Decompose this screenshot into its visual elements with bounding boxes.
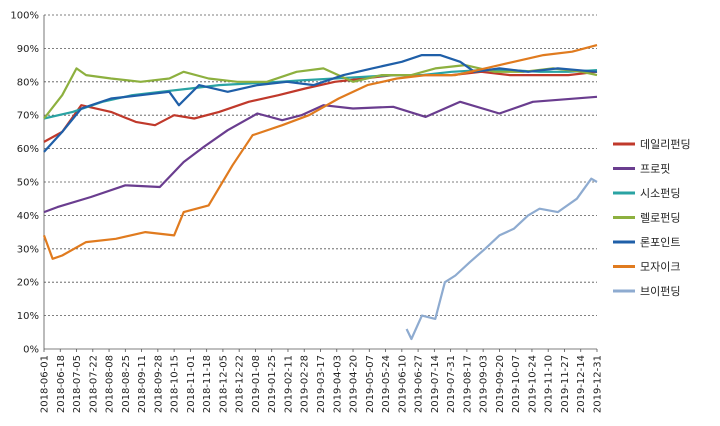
x-tick-label: 2019-10-24: [527, 355, 538, 413]
y-tick-label: 70%: [17, 111, 39, 122]
x-tick-label: 2019-02-28: [300, 355, 311, 413]
y-tick-label: 30%: [17, 244, 39, 255]
x-tick-label: 2019-02-11: [283, 355, 294, 413]
x-tick-label: 2019-04-03: [332, 355, 343, 413]
legend-label: 론포인트: [640, 236, 680, 249]
x-tick-label: 2019-11-27: [560, 355, 571, 413]
x-tick-label: 2018-09-11: [137, 355, 148, 413]
series-line-3: [43, 63, 598, 120]
x-tick-label: 2019-06-27: [414, 355, 425, 413]
y-tick-label: 100%: [10, 11, 39, 22]
x-tick-label: 2019-12-14: [576, 355, 587, 413]
series-line-1: [43, 95, 598, 214]
x-tick-label: 2018-07-05: [72, 355, 83, 413]
legend-label: 데일리펀딩: [640, 137, 691, 151]
x-tick-label: 2018-11-01: [186, 355, 197, 413]
x-tick-label: 2019-05-24: [381, 355, 392, 413]
x-tick-label: 2019-12-31: [593, 355, 604, 413]
legend-label: 시소펀딩: [640, 187, 680, 200]
x-tick-label: 2019-11-10: [544, 355, 555, 413]
x-tick-label: 2019-07-14: [430, 355, 441, 413]
x-tick-label: 2019-03-17: [316, 355, 327, 413]
y-tick-label: 10%: [17, 311, 39, 322]
x-tick-label: 2019-08-17: [462, 355, 473, 413]
x-tick-label: 2018-08-25: [121, 355, 132, 413]
series-line-5: [42, 44, 598, 260]
x-tick-label: 2018-08-08: [105, 355, 116, 413]
y-tick-label: 20%: [17, 278, 39, 289]
x-tick-label: 2019-05-07: [365, 355, 376, 413]
x-tick-label: 2018-12-22: [235, 355, 246, 413]
x-tick-label: 2019-04-20: [349, 355, 360, 413]
legend-label: 브이펀딩: [640, 285, 680, 298]
legend-label: 모자이크: [640, 261, 680, 274]
x-tick-label: 2018-07-22: [88, 355, 99, 413]
x-tick-label: 2019-09-20: [495, 355, 506, 413]
y-tick-label: 40%: [17, 211, 39, 222]
x-tick-label: 2018-09-28: [153, 355, 164, 413]
axes: 0% 10% 20% 30% 40% 50% 60% 70% 80% 90% 100% 2018-06…: [10, 11, 603, 414]
x-tick-label: 2019-07-31: [446, 355, 457, 413]
x-tick-label: 2019-09-03: [479, 355, 490, 413]
series-line-0: [43, 70, 598, 143]
y-tick-label: 50%: [17, 178, 39, 189]
y-tick-label: 0%: [23, 345, 39, 356]
y-tick-label: 80%: [17, 77, 39, 88]
x-tick-label: 2018-10-15: [170, 355, 181, 413]
y-tick-label: 60%: [17, 144, 39, 155]
x-tick-label: 2019-01-25: [267, 355, 278, 413]
x-tick-label: 2019-10-07: [511, 355, 522, 413]
series-lines: [42, 44, 598, 341]
series-line-6: [405, 177, 598, 341]
x-tick-label: 2019-06-10: [397, 355, 408, 413]
x-tick-label: 2018-12-05: [218, 355, 229, 413]
legend-label: 렐로펀딩: [640, 212, 680, 225]
x-tick-label: 2018-11-18: [202, 355, 213, 413]
series-line-4: [43, 53, 598, 153]
x-tick-label: 2019-01-08: [251, 355, 262, 413]
y-tick-label: 90%: [17, 44, 39, 55]
legend-label: 프로핏: [640, 163, 670, 176]
x-tick-label: 2018-06-01: [40, 355, 51, 413]
x-tick-label: 2018-06-18: [56, 355, 67, 413]
